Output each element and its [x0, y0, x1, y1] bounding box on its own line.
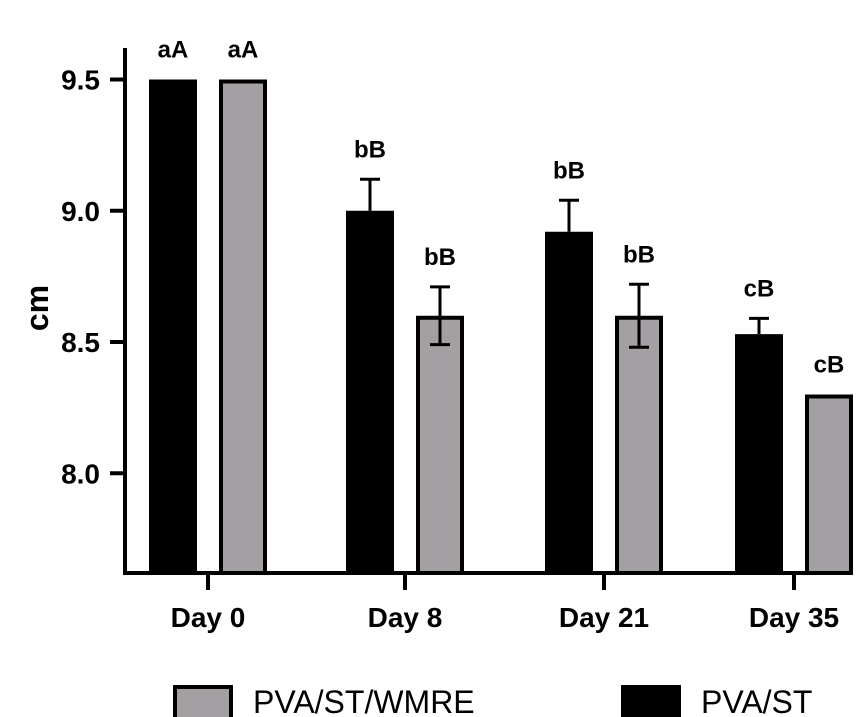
significance-label: bB	[553, 157, 585, 184]
bar-pva-st-wmre	[615, 315, 663, 575]
significance-label: cB	[814, 352, 845, 379]
bar-pva-st	[545, 231, 593, 573]
x-ticks-layer: Day 0 Day 8 Day 21 Day 35	[171, 573, 839, 633]
error-bar	[629, 282, 649, 349]
error-bar	[749, 316, 769, 335]
y-axis-label: cm	[19, 285, 55, 331]
legend-label: PVA/ST	[701, 684, 812, 717]
legend-swatch	[621, 685, 681, 717]
legend-item: PVA/ST	[621, 684, 812, 717]
bar-pva-st	[735, 334, 783, 573]
significance-label: bB	[354, 136, 386, 163]
legend-swatch	[173, 685, 233, 717]
x-tick-label: Day 8	[368, 602, 443, 633]
bar-pva-st	[346, 210, 394, 573]
bars-layer	[149, 79, 853, 575]
significance-labels-layer: aA bB bB cB aA bB bB cB	[158, 37, 845, 379]
bar-pva-st-wmre	[416, 315, 464, 575]
legend-item: PVA/ST/WMRE	[173, 684, 475, 717]
bar-pva-st	[149, 79, 197, 573]
significance-label: cB	[744, 275, 775, 302]
legend-label: PVA/ST/WMRE	[253, 684, 475, 717]
significance-label: bB	[424, 244, 456, 271]
y-tick-label: 9.0	[61, 196, 100, 227]
y-tick-label: 8.0	[61, 458, 100, 489]
y-tick-label: 8.5	[61, 327, 100, 358]
bar-pva-st-wmre	[805, 394, 853, 575]
error-bar	[360, 177, 380, 211]
x-tick-label: Day 0	[171, 602, 246, 633]
legend: PVA/ST/WMRE PVA/ST	[173, 684, 812, 717]
significance-label: bB	[623, 241, 655, 268]
x-tick-label: Day 35	[749, 602, 839, 633]
significance-label: aA	[158, 37, 189, 64]
x-tick-label: Day 21	[559, 602, 649, 633]
error-bar	[430, 285, 450, 347]
axes-layer	[123, 48, 853, 575]
significance-label: aA	[228, 37, 259, 64]
y-tick-label: 9.5	[61, 65, 100, 96]
y-ticks-layer: 8.0 8.5 9.0 9.5	[61, 65, 125, 489]
error-bars-layer	[360, 177, 769, 349]
error-bar	[559, 198, 579, 232]
bar-pva-st-wmre	[219, 79, 267, 575]
